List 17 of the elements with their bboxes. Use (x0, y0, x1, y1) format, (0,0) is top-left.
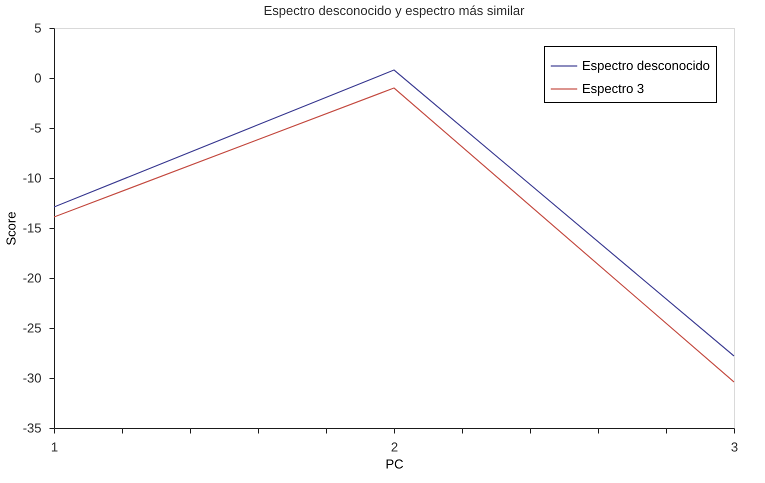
x-tick-label: 2 (390, 440, 398, 454)
x-tick-label: 3 (730, 440, 738, 454)
y-tick-label: -30 (22, 370, 42, 386)
y-tick-label: 5 (34, 20, 42, 36)
y-tick-label: -35 (22, 420, 42, 436)
chart-title: Espectro desconocido y espectro más similar (264, 3, 526, 18)
y-tick-label: -20 (22, 270, 42, 286)
y-tick-label: -5 (30, 120, 42, 136)
y-tick-label: -10 (22, 170, 42, 186)
y-tick-label: -15 (22, 220, 42, 236)
y-tick-label: 0 (34, 70, 42, 86)
x-axis-title: PC (385, 456, 404, 472)
x-tick-label: 1 (50, 440, 58, 454)
y-axis-title: Score (4, 212, 19, 246)
y-tick-label: -25 (22, 320, 42, 336)
legend-label: Espectro desconocido (582, 58, 710, 73)
legend-label: Espectro 3 (582, 81, 644, 96)
